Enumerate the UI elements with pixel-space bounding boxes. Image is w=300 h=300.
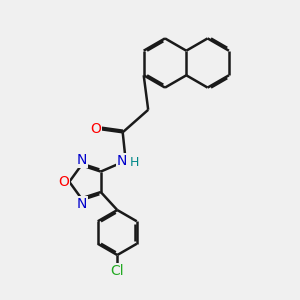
Text: Cl: Cl xyxy=(110,264,124,278)
Text: O: O xyxy=(90,122,101,136)
Text: N: N xyxy=(76,197,86,211)
Text: N: N xyxy=(117,154,127,168)
Text: O: O xyxy=(58,175,69,189)
Text: H: H xyxy=(129,156,139,169)
Text: N: N xyxy=(76,153,86,167)
